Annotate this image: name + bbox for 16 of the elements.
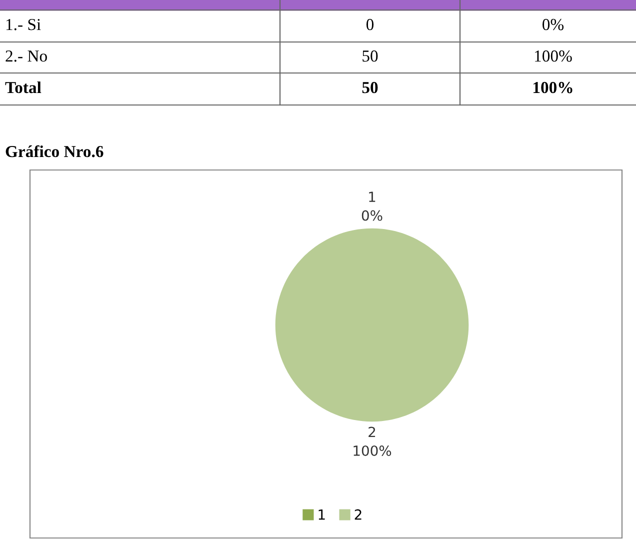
- text: Total: [5, 81, 42, 94]
- category-label: 1: [369, 192, 376, 202]
- legend-label: 2: [354, 509, 362, 520]
- text: 100%: [535, 50, 572, 62]
- text: 2.- No: [6, 50, 47, 62]
- text: 100%: [534, 82, 572, 94]
- text: 0%: [542, 18, 564, 30]
- text: 50: [362, 50, 378, 62]
- text: 0: [366, 18, 374, 30]
- text: 1.- Si: [6, 18, 41, 30]
- text: 50: [362, 82, 378, 94]
- legend-label: 1: [318, 509, 325, 520]
- data-label: 100%: [354, 445, 392, 456]
- text: Gráfico Nro.6: [6, 145, 104, 158]
- slice-label: 2: [368, 426, 376, 438]
- text: 0%: [362, 210, 382, 221]
